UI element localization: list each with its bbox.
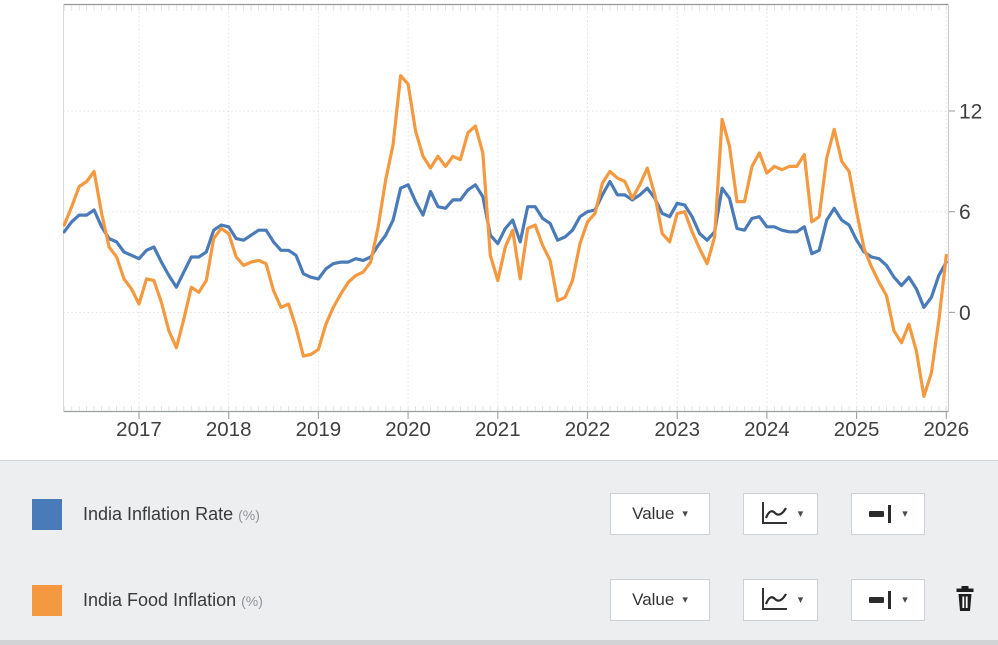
series-color-swatch-orange <box>32 584 62 616</box>
svg-text:0: 0 <box>959 302 971 325</box>
svg-text:2023: 2023 <box>654 418 700 441</box>
legend-row-food-inflation: India Food Inflation (%) Value ▾ ▾ ▾ <box>0 557 998 643</box>
chevron-down-icon: ▾ <box>682 507 688 520</box>
svg-text:2020: 2020 <box>385 418 431 441</box>
chevron-down-icon: ▾ <box>902 507 908 520</box>
chart-type-dropdown[interactable]: ▾ <box>743 493 818 535</box>
svg-text:2018: 2018 <box>206 418 252 441</box>
chevron-down-icon: ▾ <box>797 507 804 520</box>
series-controls: Value ▾ ▾ ▾ <box>610 579 978 621</box>
plot-border <box>63 3 949 413</box>
panel-bottom-strip <box>0 640 998 645</box>
chevron-down-icon: ▾ <box>797 593 804 606</box>
line-style-dropdown[interactable]: ▾ <box>851 493 925 535</box>
gridlines <box>63 4 949 412</box>
series-controls: Value ▾ ▾ ▾ <box>610 493 978 535</box>
y-axis-labels: 12 6 0 <box>959 100 982 324</box>
series-label: India Food Inflation (%) <box>83 589 263 610</box>
line-chart-icon <box>758 585 790 616</box>
legend-row-inflation-rate: India Inflation Rate (%) Value ▾ ▾ ▾ <box>0 471 998 557</box>
chart-svg[interactable]: 2017 2018 2019 2020 2021 2022 2023 2024 2025 2026… <box>0 0 998 460</box>
svg-text:2022: 2022 <box>565 418 611 441</box>
series-line-inflation-rate <box>63 179 948 309</box>
series-color-swatch-blue <box>32 498 62 530</box>
line-style-dropdown[interactable]: ▾ <box>851 579 925 621</box>
svg-text:6: 6 <box>959 201 971 224</box>
chevron-down-icon: ▾ <box>902 593 908 606</box>
line-chart-icon <box>758 499 790 530</box>
svg-text:2026: 2026 <box>924 418 970 441</box>
legend-panel: India Inflation Rate (%) Value ▾ ▾ ▾ India… <box>0 460 998 645</box>
value-dropdown[interactable]: Value ▾ <box>610 579 710 621</box>
svg-text:12: 12 <box>959 100 982 123</box>
line-thickness-icon <box>868 589 894 611</box>
svg-text:2019: 2019 <box>296 418 342 441</box>
line-thickness-icon <box>868 503 894 525</box>
major-ticks <box>138 110 955 419</box>
value-dropdown[interactable]: Value ▾ <box>610 493 710 535</box>
series-label: India Inflation Rate (%) <box>83 503 260 524</box>
minor-ticks <box>63 5 947 411</box>
x-axis-labels: 2017 2018 2019 2020 2021 2022 2023 2024 2025 2026 <box>116 418 969 441</box>
trash-icon <box>953 585 977 617</box>
svg-text:2021: 2021 <box>475 418 521 441</box>
svg-text:2024: 2024 <box>744 418 790 441</box>
chart-area: 2017 2018 2019 2020 2021 2022 2023 2024 2025 2026… <box>0 0 998 460</box>
delete-series-button[interactable] <box>952 583 978 617</box>
svg-text:2017: 2017 <box>116 418 162 441</box>
chevron-down-icon: ▾ <box>682 593 688 606</box>
series-line-food-inflation <box>63 74 948 398</box>
svg-text:2025: 2025 <box>834 418 880 441</box>
chart-type-dropdown[interactable]: ▾ <box>743 579 818 621</box>
